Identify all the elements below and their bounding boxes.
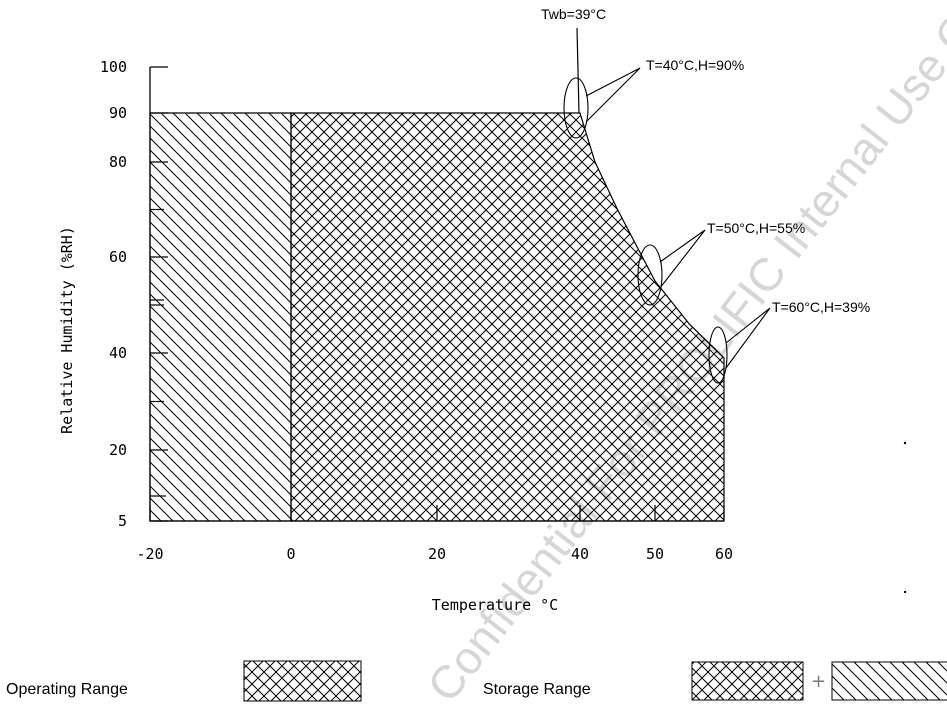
x-axis-title: Temperature °C <box>432 596 558 614</box>
x-tick-label: 50 <box>646 545 664 563</box>
legend-operating-swatch <box>243 660 362 702</box>
x-tick-label: 40 <box>571 545 589 563</box>
axis-tick-labels: 5 20 40 60 80 90 100 -20 0 20 40 50 60 <box>100 58 733 563</box>
annotation-twb-text: Twb=39°C <box>541 6 606 22</box>
legend-operating-label: Operating Range <box>6 681 128 698</box>
range-areas <box>149 112 725 522</box>
legend-storage-diagonal-swatch <box>831 661 947 701</box>
legend-storage-cross-swatch <box>691 661 804 701</box>
y-tick-label: 80 <box>109 153 127 171</box>
y-tick-label: 60 <box>109 248 127 266</box>
annotation-40: T=40°C,H=90% <box>563 57 744 139</box>
legend: Operating Range Storage Range + <box>6 660 947 702</box>
x-tick-label: 0 <box>286 545 295 563</box>
annotation-50-text: T=50°C,H=55% <box>707 220 805 236</box>
y-tick-label: 90 <box>109 104 127 122</box>
annotation-twb: Twb=39°C <box>541 6 606 114</box>
annotation-60-text: T=60°C,H=39% <box>772 299 870 315</box>
storage-range-area <box>149 112 292 522</box>
stray-dot <box>903 441 907 445</box>
y-tick-label: 100 <box>100 58 127 76</box>
annotation-50: T=50°C,H=55% <box>637 220 805 306</box>
legend-plus-sign: + <box>811 671 826 692</box>
x-tick-label: 20 <box>428 545 446 563</box>
x-tick-label: -20 <box>136 545 163 563</box>
y-axis-title: Relative Humidity (%RH) <box>58 226 76 434</box>
y-tick-label: 40 <box>109 344 127 362</box>
annotation-60: T=60°C,H=39% <box>708 299 870 384</box>
x-tick-label: 60 <box>715 545 733 563</box>
annotation-40-text: T=40°C,H=90% <box>646 57 744 73</box>
y-tick-label: 20 <box>109 441 127 459</box>
legend-storage-label: Storage Range <box>483 681 591 698</box>
operating-range-area <box>290 112 725 522</box>
y-tick-label: 5 <box>118 512 127 530</box>
stray-dot <box>903 590 907 594</box>
axis-ticks <box>149 66 725 522</box>
